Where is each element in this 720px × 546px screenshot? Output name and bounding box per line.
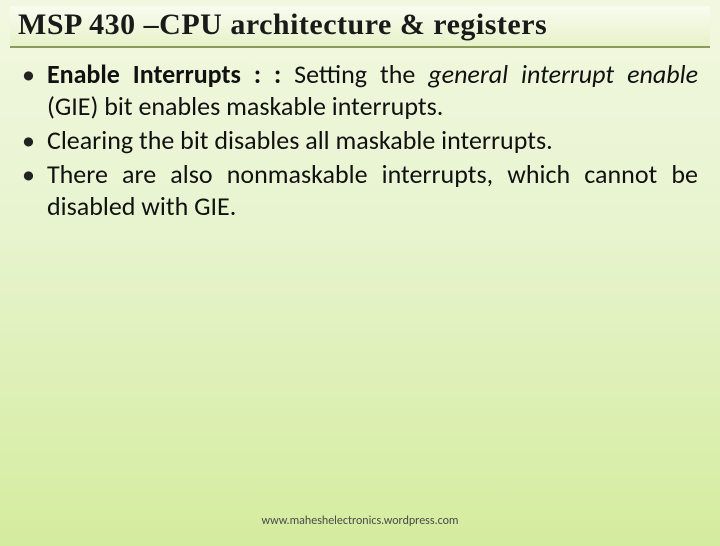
bullet-bold-segment: Enable Interrupts : : bbox=[47, 58, 281, 90]
bullet-plain-segment: (GIE) bit enables maskable interrupts. bbox=[47, 90, 443, 122]
bullet-dot-icon: • bbox=[22, 158, 35, 190]
bullet-item: • Clearing the bit disables all maskable… bbox=[22, 124, 698, 156]
bullet-italic-segment: general interrupt enable bbox=[428, 58, 698, 90]
bullet-text: Clearing the bit disables all maskable i… bbox=[47, 124, 698, 156]
page-title: MSP 430 –CPU architecture & registers bbox=[18, 8, 702, 42]
bullet-plain-segment: Setting the bbox=[281, 58, 428, 90]
bullet-item: • Enable Interrupts : : Setting the gene… bbox=[22, 58, 698, 122]
footer-text: www.maheshelectronics.wordpress.com bbox=[0, 514, 720, 528]
bullet-text: Enable Interrupts : : Setting the genera… bbox=[47, 58, 698, 122]
bullet-dot-icon: • bbox=[22, 124, 35, 156]
bullet-text: There are also nonmaskable interrupts, w… bbox=[47, 158, 698, 222]
content-area: • Enable Interrupts : : Setting the gene… bbox=[0, 48, 720, 222]
bullet-item: • There are also nonmaskable interrupts,… bbox=[22, 158, 698, 222]
title-bar: MSP 430 –CPU architecture & registers bbox=[10, 6, 710, 48]
bullet-dot-icon: • bbox=[22, 58, 35, 90]
